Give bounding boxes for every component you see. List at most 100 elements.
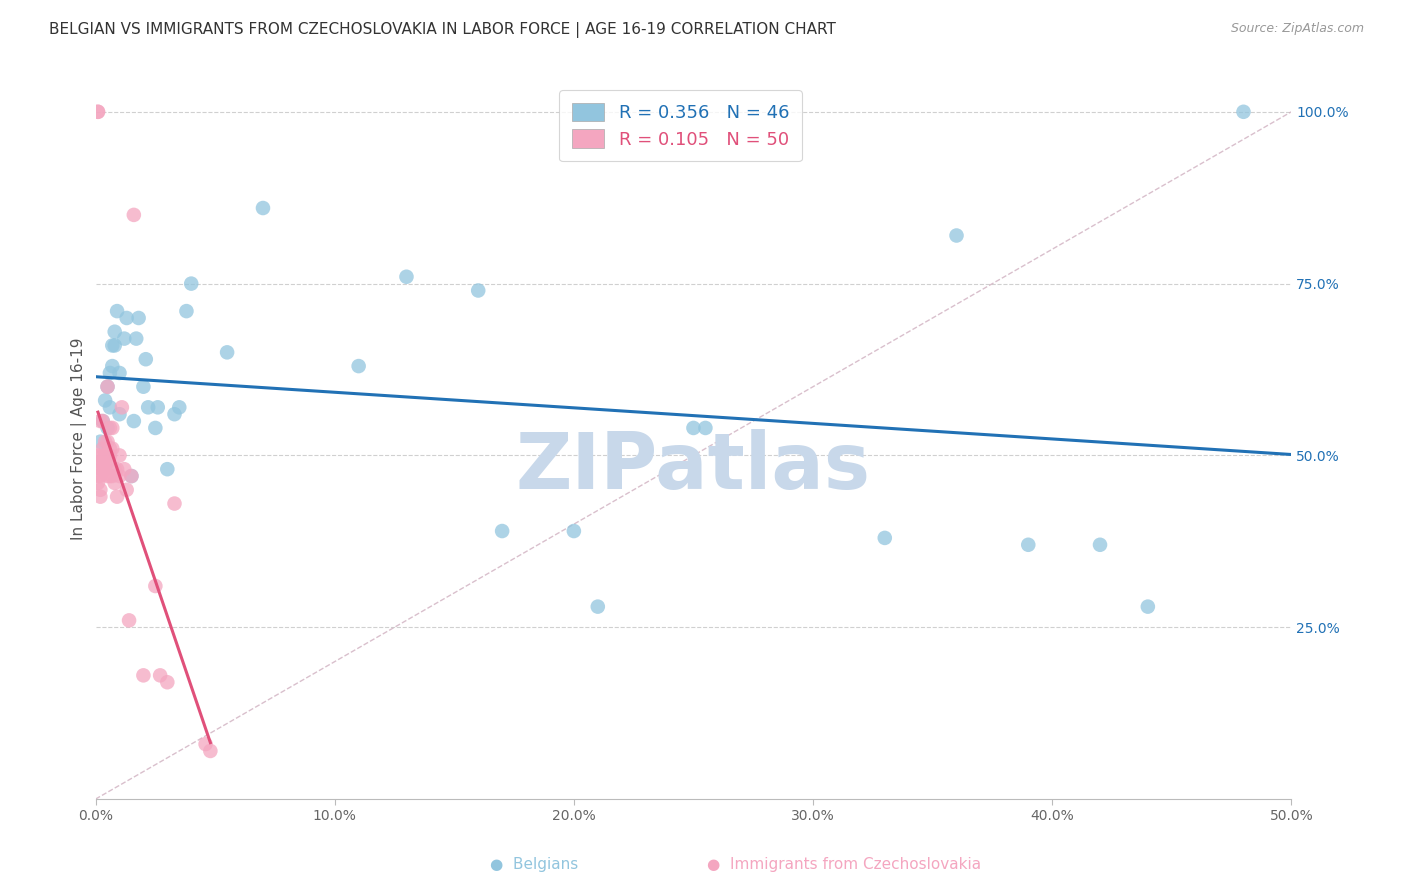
Point <box>347 359 370 373</box>
Point <box>105 304 128 318</box>
Point <box>136 401 159 415</box>
Point <box>101 469 124 483</box>
Text: ●  Immigrants from Czechoslovakia: ● Immigrants from Czechoslovakia <box>707 857 980 872</box>
Point <box>98 449 121 463</box>
Point <box>163 497 186 511</box>
Point <box>94 462 117 476</box>
Point <box>91 455 114 469</box>
Point <box>146 401 169 415</box>
Point <box>156 675 179 690</box>
Point <box>96 469 118 483</box>
Text: BELGIAN VS IMMIGRANTS FROM CZECHOSLOVAKIA IN LABOR FORCE | AGE 16-19 CORRELATION: BELGIAN VS IMMIGRANTS FROM CZECHOSLOVAKI… <box>49 22 837 38</box>
Point <box>169 401 191 415</box>
Point <box>120 469 142 483</box>
Text: ●  Belgians: ● Belgians <box>491 857 578 872</box>
Point <box>87 449 110 463</box>
Point <box>395 269 418 284</box>
Point <box>104 475 127 490</box>
Point <box>96 455 118 469</box>
Point <box>200 744 222 758</box>
Point <box>115 310 138 325</box>
Point <box>1232 104 1254 119</box>
Point <box>682 421 704 435</box>
Point <box>94 449 117 463</box>
Point <box>96 421 118 435</box>
Point <box>122 414 145 428</box>
Point <box>91 414 114 428</box>
Point <box>89 462 111 476</box>
Point <box>180 277 202 291</box>
Point <box>135 352 157 367</box>
Point <box>217 345 239 359</box>
Point <box>108 366 131 380</box>
Point <box>945 228 967 243</box>
Point <box>101 359 124 373</box>
Point <box>104 338 127 352</box>
Point <box>467 284 489 298</box>
Point <box>101 442 124 456</box>
Point <box>112 332 135 346</box>
Point <box>112 462 135 476</box>
Point <box>562 524 585 538</box>
Legend: R = 0.356   N = 46, R = 0.105   N = 50: R = 0.356 N = 46, R = 0.105 N = 50 <box>560 90 801 161</box>
Y-axis label: In Labor Force | Age 16-19: In Labor Force | Age 16-19 <box>72 337 87 540</box>
Point <box>91 414 114 428</box>
Point <box>89 434 111 449</box>
Point <box>96 380 118 394</box>
Point <box>89 469 111 483</box>
Point <box>108 469 131 483</box>
Point <box>101 338 124 352</box>
Point <box>89 455 111 469</box>
Point <box>143 421 166 435</box>
Point <box>176 304 198 318</box>
Point <box>149 668 172 682</box>
Point <box>132 668 155 682</box>
Point <box>104 462 127 476</box>
Point <box>128 310 150 325</box>
Point <box>252 201 274 215</box>
Point <box>94 393 117 408</box>
Text: Source: ZipAtlas.com: Source: ZipAtlas.com <box>1230 22 1364 36</box>
Point <box>91 449 114 463</box>
Point <box>91 442 114 456</box>
Point <box>94 455 117 469</box>
Point <box>105 462 128 476</box>
Point <box>125 332 148 346</box>
Point <box>87 104 110 119</box>
Point <box>115 483 138 497</box>
Point <box>1136 599 1159 614</box>
Point <box>98 442 121 456</box>
Point <box>143 579 166 593</box>
Point <box>94 434 117 449</box>
Point <box>1088 538 1111 552</box>
Point <box>132 380 155 394</box>
Point <box>98 469 121 483</box>
Point <box>111 401 134 415</box>
Point <box>98 421 121 435</box>
Point <box>98 366 121 380</box>
Point <box>87 469 110 483</box>
Point <box>89 414 111 428</box>
Point <box>586 599 609 614</box>
Point <box>105 490 128 504</box>
Point <box>1017 538 1039 552</box>
Point <box>194 737 217 751</box>
Point <box>89 490 111 504</box>
Point <box>163 407 186 421</box>
Point <box>122 208 145 222</box>
Point <box>87 104 110 119</box>
Point <box>491 524 513 538</box>
Point <box>91 462 114 476</box>
Text: ZIPatlas: ZIPatlas <box>516 429 870 505</box>
Point <box>118 613 141 627</box>
Point <box>108 449 131 463</box>
Point <box>120 469 142 483</box>
Point <box>104 325 127 339</box>
Point <box>87 475 110 490</box>
Point <box>873 531 896 545</box>
Point <box>695 421 717 435</box>
Point <box>96 434 118 449</box>
Point <box>101 421 124 435</box>
Point <box>108 407 131 421</box>
Point <box>96 380 118 394</box>
